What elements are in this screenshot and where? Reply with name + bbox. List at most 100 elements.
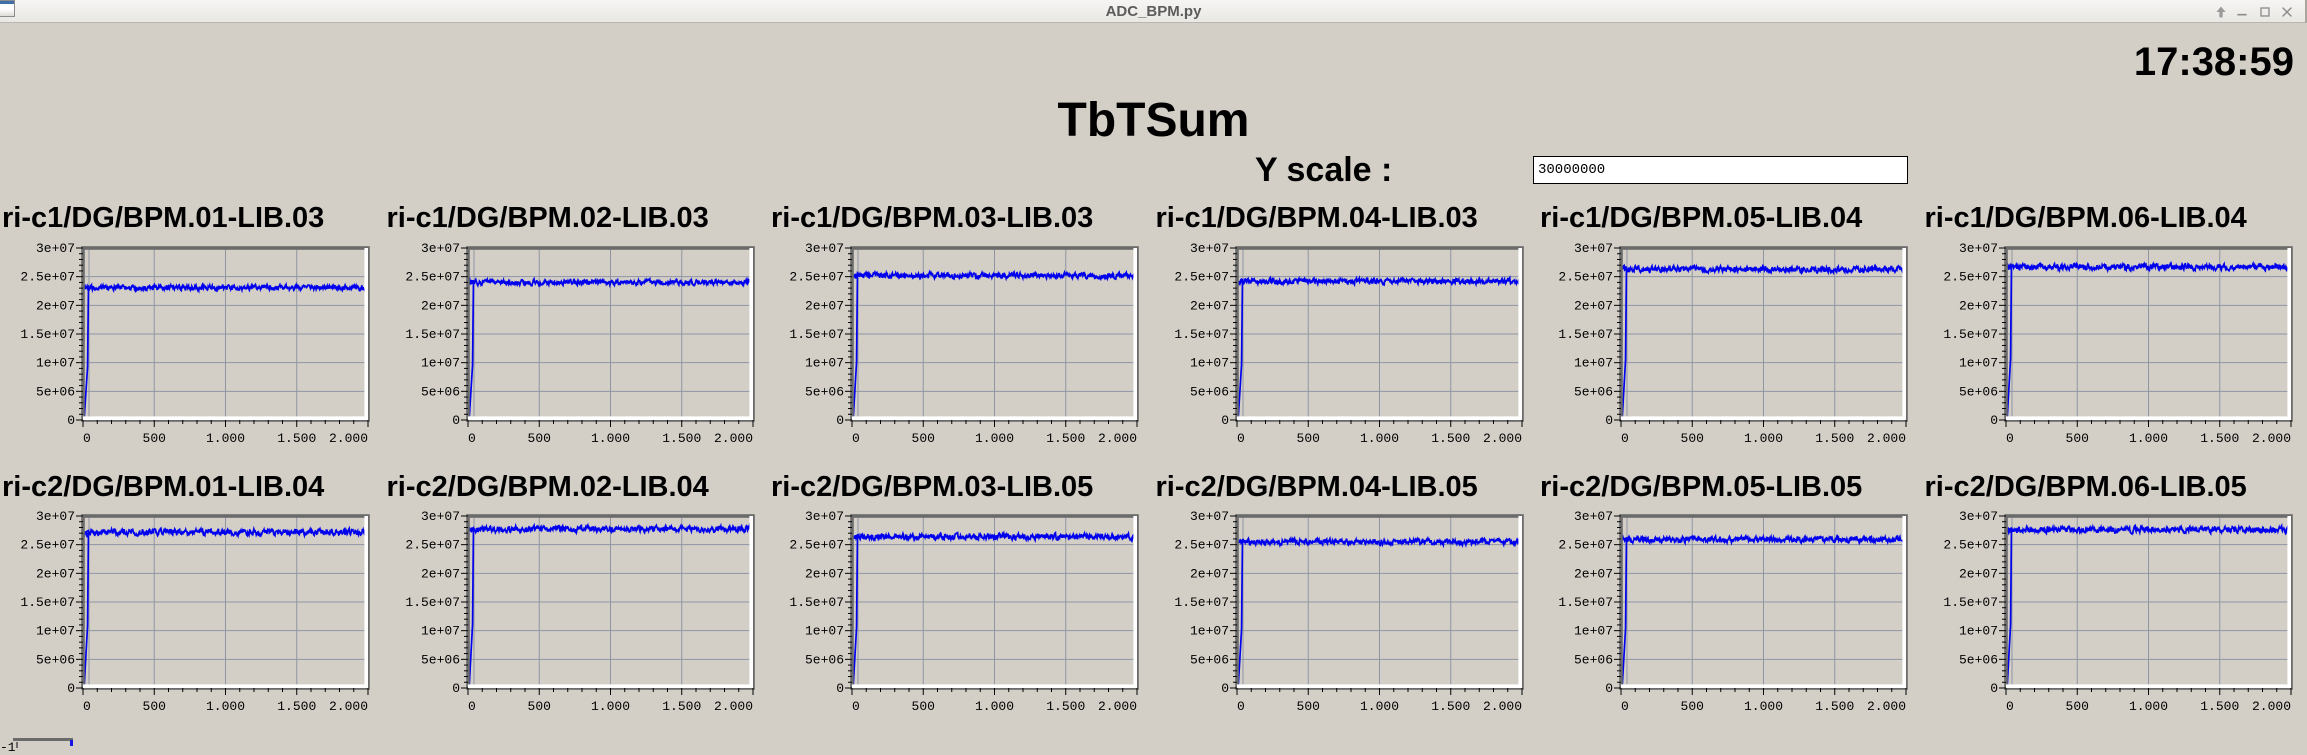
svg-text:1.500: 1.500 [1046, 699, 1085, 714]
svg-text:2.000: 2.000 [1098, 699, 1137, 714]
svg-text:1.5e+07: 1.5e+07 [1558, 595, 1613, 610]
svg-text:1e+07: 1e+07 [1189, 624, 1228, 639]
svg-text:1.5e+07: 1.5e+07 [789, 327, 844, 342]
svg-text:1.5e+07: 1.5e+07 [20, 327, 75, 342]
svg-text:0: 0 [1221, 413, 1229, 428]
svg-text:2.5e+07: 2.5e+07 [20, 538, 75, 553]
svg-text:2e+07: 2e+07 [420, 298, 459, 313]
svg-text:2.000: 2.000 [1867, 699, 1906, 714]
svg-text:500: 500 [527, 431, 550, 446]
svg-text:1e+07: 1e+07 [1574, 355, 1613, 370]
svg-text:1.500: 1.500 [1046, 431, 1085, 446]
svg-text:2e+07: 2e+07 [420, 567, 459, 582]
svg-text:1.500: 1.500 [1815, 699, 1854, 714]
svg-text:2e+07: 2e+07 [1958, 567, 1997, 582]
svg-text:0: 0 [468, 699, 476, 714]
svg-text:3e+07: 3e+07 [420, 509, 459, 524]
svg-text:500: 500 [143, 699, 166, 714]
svg-text:1.5e+07: 1.5e+07 [1943, 595, 1998, 610]
svg-text:2e+07: 2e+07 [36, 567, 75, 582]
svg-text:3e+07: 3e+07 [420, 241, 459, 256]
svg-text:2e+07: 2e+07 [1574, 567, 1613, 582]
svg-text:5e+06: 5e+06 [1958, 653, 1997, 668]
svg-text:5e+06: 5e+06 [1958, 384, 1997, 399]
svg-text:500: 500 [1296, 699, 1319, 714]
svg-text:2e+07: 2e+07 [805, 567, 844, 582]
svg-text:2.5e+07: 2.5e+07 [405, 538, 460, 553]
svg-text:2e+07: 2e+07 [1189, 567, 1228, 582]
svg-text:2.5e+07: 2.5e+07 [1174, 269, 1229, 284]
svg-text:1.500: 1.500 [277, 431, 316, 446]
svg-text:0: 0 [852, 431, 860, 446]
svg-text:500: 500 [143, 431, 166, 446]
svg-text:0: 0 [1621, 699, 1629, 714]
svg-text:2.5e+07: 2.5e+07 [1558, 538, 1613, 553]
svg-text:1e+07: 1e+07 [1574, 624, 1613, 639]
svg-text:1.500: 1.500 [277, 699, 316, 714]
svg-text:5e+06: 5e+06 [36, 384, 75, 399]
svg-text:1.5e+07: 1.5e+07 [789, 595, 844, 610]
svg-text:0: 0 [836, 681, 844, 696]
svg-text:5e+06: 5e+06 [1574, 384, 1613, 399]
svg-text:1e+07: 1e+07 [36, 355, 75, 370]
svg-text:2e+07: 2e+07 [1958, 298, 1997, 313]
svg-text:1.5e+07: 1.5e+07 [1174, 327, 1229, 342]
svg-text:0: 0 [1990, 413, 1998, 428]
svg-text:2.5e+07: 2.5e+07 [789, 538, 844, 553]
svg-text:1.500: 1.500 [2200, 431, 2239, 446]
svg-text:5e+06: 5e+06 [1574, 653, 1613, 668]
svg-text:1.000: 1.000 [2128, 699, 2167, 714]
svg-text:1e+07: 1e+07 [805, 624, 844, 639]
svg-text:3e+07: 3e+07 [1189, 509, 1228, 524]
svg-text:2.5e+07: 2.5e+07 [405, 269, 460, 284]
svg-text:3e+07: 3e+07 [36, 509, 75, 524]
svg-text:0: 0 [452, 413, 460, 428]
svg-text:1.500: 1.500 [662, 699, 701, 714]
svg-text:0: 0 [1605, 681, 1613, 696]
svg-text:3e+07: 3e+07 [805, 241, 844, 256]
svg-text:500: 500 [1681, 431, 1704, 446]
svg-text:0: 0 [83, 431, 91, 446]
svg-text:2.000: 2.000 [1098, 431, 1137, 446]
svg-text:1.000: 1.000 [590, 431, 629, 446]
svg-text:1.000: 1.000 [975, 699, 1014, 714]
svg-text:2.000: 2.000 [1867, 431, 1906, 446]
svg-text:0: 0 [852, 699, 860, 714]
svg-text:0: 0 [67, 413, 75, 428]
svg-text:2.5e+07: 2.5e+07 [1558, 269, 1613, 284]
svg-text:1.000: 1.000 [206, 699, 245, 714]
svg-text:1.500: 1.500 [2200, 699, 2239, 714]
svg-text:500: 500 [2065, 431, 2088, 446]
svg-text:0: 0 [1237, 431, 1245, 446]
svg-text:3e+07: 3e+07 [805, 509, 844, 524]
svg-text:0: 0 [1990, 681, 1998, 696]
svg-text:1e+07: 1e+07 [420, 624, 459, 639]
svg-text:5e+06: 5e+06 [420, 384, 459, 399]
svg-text:2.5e+07: 2.5e+07 [1943, 269, 1998, 284]
svg-text:1.5e+07: 1.5e+07 [1943, 327, 1998, 342]
svg-text:3e+07: 3e+07 [1574, 509, 1613, 524]
svg-text:500: 500 [912, 431, 935, 446]
svg-text:3e+07: 3e+07 [1189, 241, 1228, 256]
svg-text:2.000: 2.000 [2251, 699, 2290, 714]
svg-text:5e+06: 5e+06 [805, 653, 844, 668]
svg-text:5e+06: 5e+06 [36, 653, 75, 668]
svg-text:2e+07: 2e+07 [1574, 298, 1613, 313]
svg-text:0: 0 [1221, 681, 1229, 696]
svg-text:0: 0 [452, 681, 460, 696]
svg-text:1.5e+07: 1.5e+07 [20, 595, 75, 610]
svg-text:0: 0 [468, 431, 476, 446]
svg-text:0: 0 [1605, 413, 1613, 428]
svg-text:500: 500 [1681, 699, 1704, 714]
svg-text:1.000: 1.000 [206, 431, 245, 446]
svg-text:3e+07: 3e+07 [1958, 241, 1997, 256]
svg-text:2.000: 2.000 [713, 431, 752, 446]
svg-text:1.000: 1.000 [590, 699, 629, 714]
svg-text:2.000: 2.000 [329, 431, 368, 446]
svg-text:1e+07: 1e+07 [805, 355, 844, 370]
svg-text:500: 500 [1296, 431, 1319, 446]
svg-text:2.5e+07: 2.5e+07 [1174, 538, 1229, 553]
svg-text:1.500: 1.500 [1815, 431, 1854, 446]
svg-text:1.000: 1.000 [2128, 431, 2167, 446]
svg-text:5e+06: 5e+06 [420, 653, 459, 668]
